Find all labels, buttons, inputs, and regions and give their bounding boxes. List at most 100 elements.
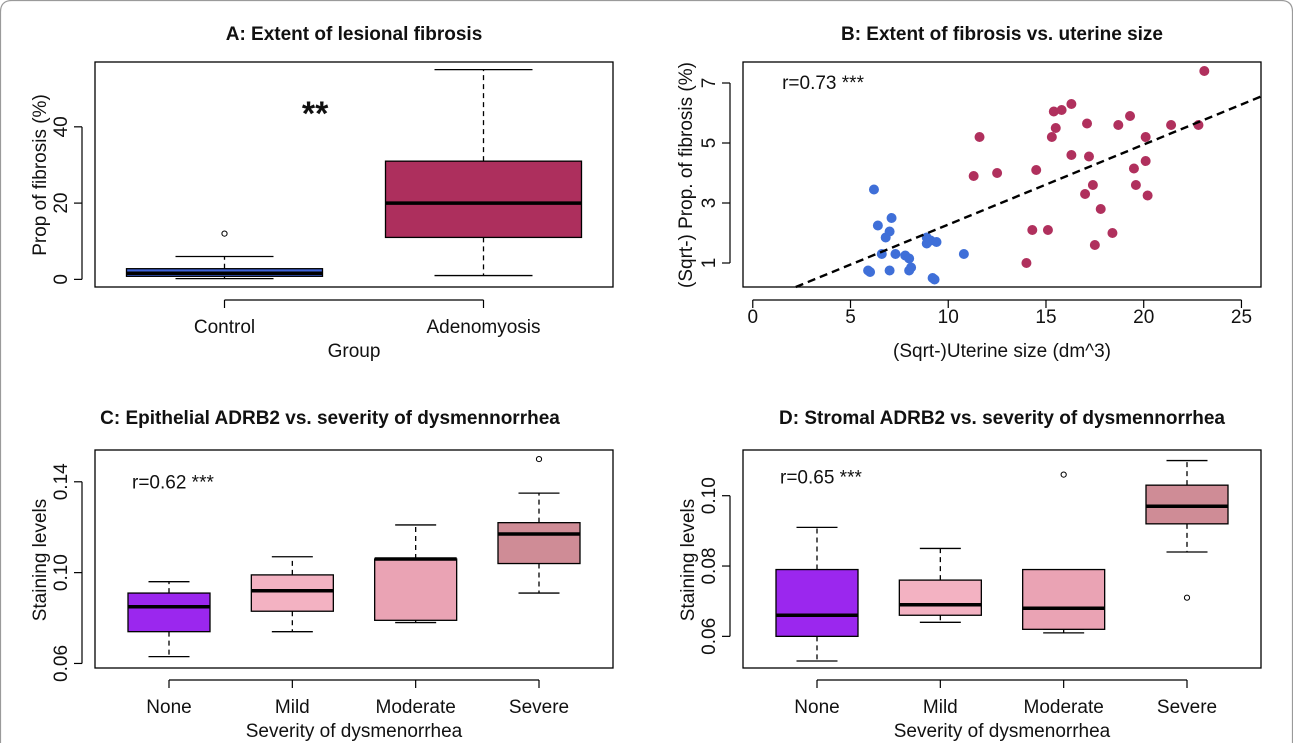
box-none <box>127 581 211 658</box>
scatter-point <box>1050 123 1061 133</box>
scatter-point <box>929 274 940 285</box>
box-adenomyosis <box>384 68 583 277</box>
panel-a-x-label: Group <box>328 341 381 362</box>
panel-b-correlation: r=0.73 *** <box>782 73 864 94</box>
panel-c-title: C: Epithelial ADRB2 vs. severity of dysm… <box>100 408 560 429</box>
scatter-point <box>992 168 1003 178</box>
panel-b-plot-box <box>742 61 1262 288</box>
scatter-point <box>1125 111 1136 121</box>
panel-b-y-label: (Sqrt-) Prop. of fibrosis (%) <box>676 62 697 288</box>
scatter-point <box>1027 225 1038 235</box>
scatter-point <box>1021 258 1032 268</box>
outlier-point <box>221 230 228 237</box>
x-tick-label: 15 <box>1035 307 1056 328</box>
panel-b-title: B: Extent of fibrosis vs. uterine size <box>841 24 1163 45</box>
panel-a-y-axis: 0 20 40 <box>51 116 83 285</box>
box-none <box>775 526 859 662</box>
x-tick-label: None <box>146 697 191 718</box>
panel-d-y-label: Staining levels <box>678 499 699 622</box>
box-iqr <box>374 558 458 621</box>
panel-c-y-axis: 0.06 0.10 0.14 <box>51 463 83 682</box>
panel-d-correlation: r=0.65 *** <box>780 467 862 488</box>
scatter-point <box>1142 190 1153 201</box>
x-tick-label: Severe <box>509 697 569 718</box>
scatter-point <box>904 265 915 276</box>
scatter-point <box>1199 66 1210 76</box>
x-tick-label: Control <box>194 317 255 338</box>
panel-b-x-label: (Sqrt-)Uterine size (dm^3) <box>893 341 1111 362</box>
x-tick-label: 0 <box>747 307 758 328</box>
panel-c-correlation: r=0.62 *** <box>132 473 214 494</box>
y-tick-label: 5 <box>699 138 720 149</box>
x-tick-label: Mild <box>923 697 958 718</box>
scatter-series-0 <box>863 184 969 285</box>
y-tick-label: 7 <box>699 78 720 89</box>
panel-c-x-axis: None Mild Moderate Severe <box>146 679 569 718</box>
scatter-point <box>1056 105 1067 115</box>
panel-a-plot-box <box>94 61 614 288</box>
y-tick-label: 0 <box>51 274 72 285</box>
y-tick-label: 1 <box>699 258 720 269</box>
box-severe <box>497 455 581 594</box>
outlier-point <box>1060 471 1067 478</box>
x-tick-label: 5 <box>845 307 856 328</box>
scatter-point <box>958 249 969 259</box>
scatter-point <box>1166 120 1177 130</box>
outlier-point <box>535 455 543 463</box>
panel-d-plot-box <box>742 449 1262 669</box>
y-tick-label: 0.06 <box>699 618 720 655</box>
x-tick-label: 25 <box>1231 307 1252 328</box>
scatter-point <box>865 267 876 277</box>
scatter-point <box>1087 180 1098 190</box>
scatter-point <box>872 220 883 231</box>
y-tick-label: 0.06 <box>51 645 72 682</box>
scatter-point <box>886 213 897 223</box>
scatter-point <box>884 226 895 237</box>
regression-line <box>795 95 1262 289</box>
scatter-point <box>884 265 895 276</box>
scatter-point <box>1089 240 1100 250</box>
scatter-point <box>1080 189 1091 199</box>
x-tick-label: 20 <box>1133 307 1154 328</box>
panel-d-x-label: Severity of dysmenorrhea <box>894 721 1111 742</box>
x-tick-label: Moderate <box>376 697 456 718</box>
scatter-point <box>1042 225 1053 235</box>
panel-a-x-axis: Control Adenomyosis <box>194 299 541 338</box>
box-severe <box>1145 459 1229 601</box>
scatter-point <box>904 253 915 264</box>
outlier-point <box>1183 594 1191 601</box>
y-tick-label: 0.14 <box>51 463 72 500</box>
box-iqr <box>1145 484 1229 525</box>
scatter-point <box>1130 180 1141 190</box>
y-tick-label: 40 <box>51 116 72 137</box>
scatter-point <box>921 238 932 249</box>
box-iqr <box>250 574 334 612</box>
scatter-point <box>1083 151 1094 162</box>
panel-b-points <box>795 66 1262 289</box>
box-iqr <box>497 522 581 565</box>
box-iqr <box>384 160 583 239</box>
panel-c-y-label: Staining levels <box>30 499 51 622</box>
scatter-point <box>931 237 942 247</box>
y-tick-label: 20 <box>51 193 72 214</box>
x-tick-label: Moderate <box>1024 697 1104 718</box>
panel-b-y-axis: 1 3 5 7 <box>699 78 731 269</box>
scatter-point <box>1048 106 1059 117</box>
panel-a-title: A: Extent of lesional fibrosis <box>226 24 483 45</box>
panel-d-title: D: Stromal ADRB2 vs. severity of dysmenn… <box>779 408 1225 429</box>
y-tick-label: 0.10 <box>699 477 720 514</box>
panel-c-epithelial-boxplot: C: Epithelial ADRB2 vs. severity of dysm… <box>30 408 614 742</box>
scatter-point <box>968 171 979 181</box>
scatter-point <box>1046 132 1057 142</box>
scatter-point <box>868 184 879 195</box>
scatter-point <box>1066 99 1077 109</box>
panel-a-boxes <box>125 68 583 280</box>
scatter-point <box>890 249 901 259</box>
scatter-point <box>1140 156 1151 166</box>
box-mild <box>898 547 982 623</box>
box-moderate <box>1022 471 1106 634</box>
box-iqr <box>127 592 211 633</box>
scatter-point <box>1066 150 1077 160</box>
